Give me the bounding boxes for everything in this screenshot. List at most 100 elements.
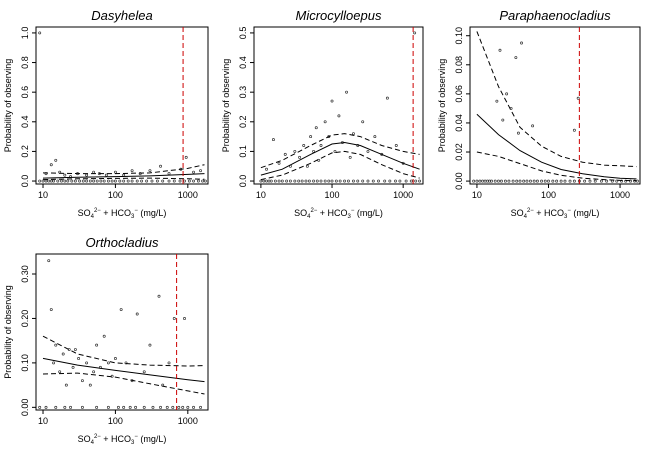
data-point xyxy=(54,343,58,347)
data-point xyxy=(192,170,196,174)
zero-point xyxy=(49,179,53,183)
zero-point xyxy=(122,179,126,183)
zero-point xyxy=(95,405,99,409)
zero-point xyxy=(150,179,154,183)
y-tick-label: 0.00 xyxy=(20,399,30,417)
data-point xyxy=(271,138,275,142)
y-tick-label: 0.3 xyxy=(238,86,248,99)
zero-point xyxy=(361,179,365,183)
zero-point xyxy=(262,179,266,183)
data-point xyxy=(172,316,176,320)
lower-confidence-line xyxy=(260,150,420,181)
x-tick-label: 100 xyxy=(108,190,123,200)
data-point xyxy=(298,155,302,159)
upper-confidence-line xyxy=(476,31,637,168)
zero-point xyxy=(41,179,45,183)
data-point xyxy=(516,131,520,135)
zero-point xyxy=(377,179,380,183)
zero-point xyxy=(60,179,63,183)
zero-point xyxy=(56,179,60,183)
zero-point xyxy=(44,405,48,409)
data-point xyxy=(113,356,117,360)
x-label-part: (mg/L) xyxy=(138,208,167,218)
zero-point xyxy=(507,179,511,183)
zero-point xyxy=(78,179,82,183)
observed-points xyxy=(38,31,203,179)
zero-point xyxy=(80,405,84,409)
data-point xyxy=(138,172,142,176)
zero-point xyxy=(142,405,146,409)
zero-point xyxy=(540,179,544,183)
data-point xyxy=(113,170,117,174)
x-label-superscript: − xyxy=(134,208,138,214)
data-point xyxy=(330,99,334,103)
y-tick-label: 0.00 xyxy=(454,172,464,190)
data-point xyxy=(122,173,126,177)
y-axis-label: Probability of observing xyxy=(3,59,13,153)
x-tick-label: 1000 xyxy=(610,190,630,200)
data-point xyxy=(92,170,96,174)
zero-point xyxy=(88,179,92,183)
data-point xyxy=(501,118,505,122)
data-point xyxy=(323,120,327,124)
y-axis-label: Probability of observing xyxy=(3,285,13,379)
zero-point xyxy=(327,179,331,183)
x-label-subscript: 4 xyxy=(307,214,311,220)
y-axis: 0.00 0.02 0.04 0.06 0.08 0.10 xyxy=(454,27,470,190)
x-label-subscript: 3 xyxy=(131,440,135,446)
zero-point xyxy=(559,179,563,183)
zero-point xyxy=(203,179,207,183)
x-label-part: SO xyxy=(511,208,524,218)
zero-point xyxy=(547,179,550,183)
x-label-superscript: − xyxy=(134,434,138,440)
data-point xyxy=(348,155,352,159)
panel-title: Microcylloepus xyxy=(296,8,382,23)
zero-point xyxy=(165,405,169,409)
upper-confidence-line xyxy=(260,133,420,169)
zero-point xyxy=(126,179,130,183)
zero-point xyxy=(116,405,120,409)
data-point xyxy=(167,172,171,176)
zero-point xyxy=(388,179,392,183)
zero-point xyxy=(155,179,159,183)
zero-point xyxy=(418,179,422,183)
zero-point xyxy=(186,405,190,409)
panel-title: Paraphaenocladius xyxy=(499,8,611,23)
zero-point xyxy=(383,179,387,183)
zero-point xyxy=(106,179,110,183)
zero-point xyxy=(178,179,182,183)
upper-confidence-line xyxy=(42,335,205,367)
data-point xyxy=(85,361,89,365)
zero-point xyxy=(624,179,628,183)
zero-point xyxy=(118,179,122,183)
data-point xyxy=(184,155,188,159)
data-point xyxy=(106,361,110,365)
x-tick-label: 10 xyxy=(38,416,48,426)
zero-point xyxy=(615,179,619,183)
y-tick-label: 0.6 xyxy=(20,86,30,99)
zero-point xyxy=(600,179,603,183)
zero-point xyxy=(551,179,555,183)
zero-point xyxy=(356,179,360,183)
fitted-curve xyxy=(260,141,420,176)
x-label-superscript: 2− xyxy=(94,208,101,214)
data-point xyxy=(520,41,523,45)
zero-point xyxy=(629,179,632,183)
zero-point xyxy=(493,179,497,183)
zero-point xyxy=(113,179,117,183)
x-label-superscript: − xyxy=(567,208,571,214)
zero-point xyxy=(145,179,149,183)
zero-point xyxy=(183,179,186,183)
y-axis: 0.0 0.2 0.4 0.6 0.8 1.0 xyxy=(20,27,36,187)
y-tick-label: 0.08 xyxy=(454,56,464,74)
data-point xyxy=(361,120,365,124)
zero-point xyxy=(110,179,114,183)
zero-point xyxy=(334,179,338,183)
x-tick-label: 1000 xyxy=(178,190,198,200)
zero-point xyxy=(307,179,311,183)
zero-point xyxy=(568,179,572,183)
panel-title: Dasyhelea xyxy=(91,8,152,23)
